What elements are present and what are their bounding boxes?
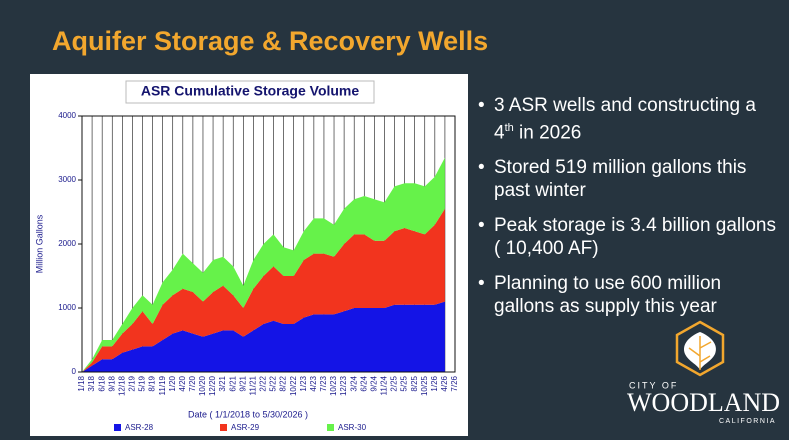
x-tick-label: 8/19	[148, 375, 157, 391]
x-tick-label: 5/22	[269, 375, 278, 391]
legend-swatch	[114, 424, 121, 431]
y-tick-label: 1000	[58, 303, 76, 312]
legend-swatch	[220, 424, 227, 431]
bullet: 3 ASR wells and constructing a 4th in 20…	[478, 94, 778, 144]
y-tick-label: 3000	[58, 175, 76, 184]
area	[82, 301, 445, 372]
legend-label: ASR-29	[231, 423, 260, 432]
x-tick-label: 1/26	[430, 375, 439, 391]
x-tick-label: 10/22	[289, 375, 298, 396]
slide-title: Aquifer Storage & Recovery Wells	[52, 26, 489, 56]
x-tick-label: 7/20	[188, 375, 197, 391]
x-tick-label: 10/20	[198, 375, 207, 396]
area	[82, 208, 445, 372]
bullet-list: 3 ASR wells and constructing a 4th in 20…	[478, 94, 778, 330]
area	[82, 157, 445, 372]
x-tick-label: 3/18	[87, 375, 96, 391]
x-tick-label: 8/22	[279, 375, 288, 391]
bullet-text: Stored 519 million gallons this past win…	[494, 157, 747, 202]
x-axis-title: Date ( 1/1/2018 to 5/30/2026 )	[188, 409, 308, 419]
bullet: Peak storage is 3.4 billion gallons ( 10…	[478, 214, 778, 260]
logo-hexagon	[675, 320, 725, 377]
x-tick-label: 9/21	[238, 375, 247, 391]
x-tick-label: 5/25	[400, 375, 409, 391]
x-tick-label: 12/18	[117, 375, 126, 396]
y-tick-label: 2000	[58, 239, 76, 248]
logo-leaf-veins	[688, 336, 712, 370]
x-tick-label: 10/25	[420, 375, 429, 396]
city-logo: CITY OF WOODLAND CALIFORNIA	[627, 320, 780, 425]
bullet: Stored 519 million gallons this past win…	[478, 156, 778, 202]
logo-bottom: CALIFORNIA	[719, 418, 776, 425]
chart-title: ASR Cumulative Storage Volume	[141, 83, 360, 99]
x-tick-label: 11/21	[248, 375, 257, 395]
x-tick-label: 7/23	[319, 375, 328, 391]
bullet: Planning to use 600 million gallons as s…	[478, 272, 778, 318]
x-tick-label: 3/24	[349, 375, 358, 391]
x-tick-label: 4/23	[309, 375, 318, 391]
x-tick-label: 6/21	[228, 375, 237, 391]
logo-top: CITY OF	[629, 380, 678, 390]
chart-title-box	[125, 80, 375, 104]
y-axis-title: Million Gallons	[34, 214, 44, 273]
x-tick-label: 10/23	[329, 375, 338, 396]
x-tick-label: 1/18	[77, 375, 86, 391]
x-tick-label: 5/19	[138, 375, 147, 391]
x-tick-label: 4/26	[440, 375, 449, 391]
bullet-text: Planning to use 600 million gallons as s…	[494, 273, 722, 318]
x-tick-label: 6/18	[97, 375, 106, 391]
x-tick-label: 2/22	[259, 375, 268, 391]
x-tick-label: 6/24	[359, 375, 368, 391]
y-tick-label: 4000	[58, 111, 76, 120]
legend-label: ASR-28	[125, 423, 154, 432]
x-tick-label: 11/24	[380, 375, 389, 395]
x-tick-label: 4/20	[178, 375, 187, 391]
x-tick-label: 1/23	[299, 375, 308, 391]
bullet-sup: th	[504, 122, 514, 134]
x-tick-label: 9/24	[369, 375, 378, 391]
logo-name: WOODLAND	[627, 388, 780, 417]
legend-label: ASR-30	[338, 423, 367, 432]
x-tick-label: 2/25	[390, 375, 399, 391]
bullet-text: 3 ASR wells and constructing a 4	[494, 95, 756, 144]
bullet-tail: in 2026	[513, 122, 582, 144]
legend-swatch	[327, 424, 334, 431]
x-tick-label: 3/21	[218, 375, 227, 391]
y-tick-label: 0	[72, 367, 77, 376]
x-tick-label: 2/19	[128, 375, 137, 391]
x-tick-label: 8/25	[410, 375, 419, 391]
chart: ASR Cumulative Storage Volume Million Ga…	[30, 74, 468, 436]
x-tick-label: 12/20	[208, 375, 217, 396]
x-tick-label: 7/26	[450, 375, 459, 391]
x-tick-label: 12/23	[339, 375, 348, 396]
x-tick-label: 9/18	[107, 375, 116, 391]
bullet-text: Peak storage is 3.4 billion gallons ( 10…	[494, 215, 777, 260]
x-tick-label: 11/19	[158, 375, 167, 395]
x-tick-label: 1/20	[168, 375, 177, 391]
